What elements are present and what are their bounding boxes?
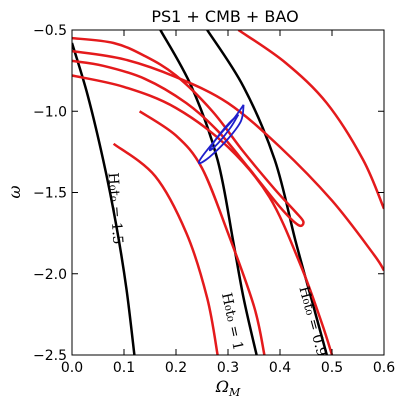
x-tick-label: 0.1 <box>113 360 135 376</box>
y-tick-label: −1.5 <box>33 186 67 202</box>
age-contour-line-1 <box>159 30 258 355</box>
series-layer <box>72 30 384 355</box>
confidence-contour-line-6 <box>138 110 266 355</box>
y-tick-label: −2.0 <box>33 267 67 283</box>
x-tick-label: 0.4 <box>269 360 291 376</box>
x-tick-label: 0.6 <box>373 360 395 376</box>
confidence-contour-line-7 <box>112 142 219 355</box>
x-tick-label: 0.3 <box>217 360 239 376</box>
y-axis-label: ω <box>5 185 24 198</box>
ticks-layer: 0.0 0.1 0.2 0.3 0.4 0.5 0.6 −2.5 −2.0 −1.5 −1.0 −0.… <box>33 23 395 376</box>
x-tick-label: 0.5 <box>321 360 343 376</box>
y-tick-label: −2.5 <box>33 348 67 364</box>
age-contour-line-2 <box>206 30 329 355</box>
x-axis-label-sub: M <box>228 386 241 399</box>
chart-title: PS1 + CMB + BAO <box>151 7 298 26</box>
confidence-contour-line-8 <box>237 30 384 210</box>
contour-annotation-2: H₀t₀ = 0.9 <box>295 285 329 359</box>
x-axis-label: ΩM <box>215 377 241 399</box>
x-tick-label: 0.0 <box>61 360 83 376</box>
confidence-contour-line-5 <box>72 36 305 228</box>
contour-annotation-0: H₀t₀ = 1.5 <box>104 172 125 245</box>
combined-contour-line-10 <box>208 113 240 152</box>
contour-annotation-1: H₀t₀ = 1 <box>218 291 246 352</box>
x-axis-label-main: Ω <box>215 377 229 396</box>
x-tick-label: 0.2 <box>165 360 187 376</box>
confidence-contour-line-3 <box>72 49 384 272</box>
age-contour-line-0 <box>72 42 136 355</box>
annotation-layer: H₀t₀ = 1.5 H₀t₀ = 1 H₀t₀ = 0.9 <box>104 172 329 358</box>
y-tick-label: −1.0 <box>33 104 67 120</box>
y-tick-label: −0.5 <box>33 23 67 39</box>
